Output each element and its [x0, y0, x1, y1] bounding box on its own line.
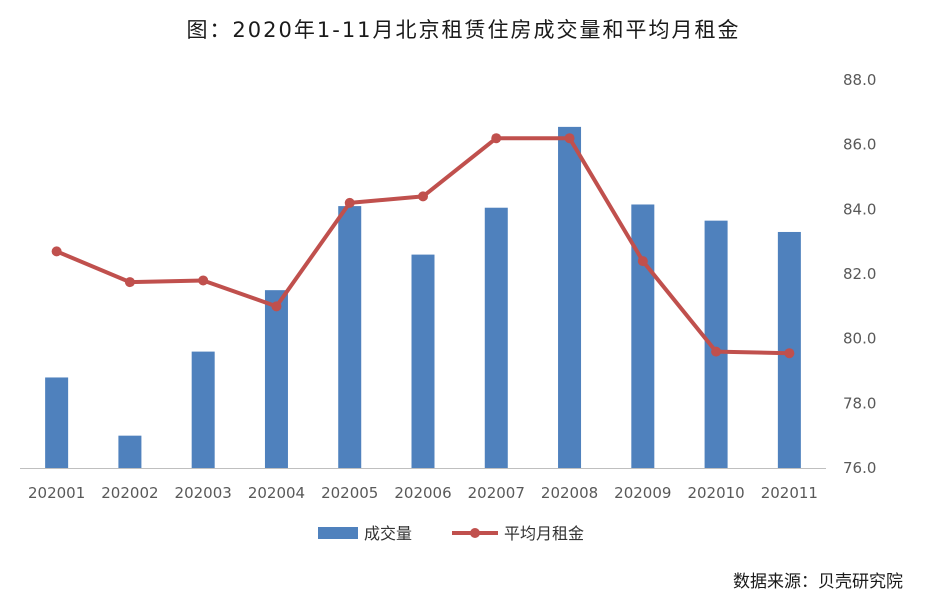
- x-tick-label: 202004: [248, 484, 305, 502]
- rent-point-202010: [711, 346, 722, 357]
- y-tick-label: 86.0: [843, 136, 876, 154]
- y-tick-label: 78.0: [843, 394, 876, 412]
- rent-point-202011: [784, 348, 795, 359]
- rent-point-202005: [344, 197, 355, 208]
- rent-point-202001: [51, 246, 62, 257]
- x-tick-label: 202003: [175, 484, 232, 502]
- x-tick-label: 202002: [101, 484, 158, 502]
- bar-202005: [338, 206, 362, 468]
- rent-point-202007: [491, 133, 502, 144]
- x-tick-label: 202008: [541, 484, 598, 502]
- source-note: 数据来源：贝壳研究院: [733, 572, 903, 592]
- chart-title: 图：2020年1-11月北京租赁住房成交量和平均月租金: [186, 18, 741, 42]
- bar-202008: [558, 126, 582, 468]
- legend-line-label: 平均月租金: [504, 524, 584, 543]
- x-tick-label: 202001: [28, 484, 85, 502]
- legend-bar-label: 成交量: [364, 524, 412, 543]
- legend-bar-swatch: [318, 527, 358, 539]
- bar-202006: [411, 254, 435, 468]
- rent-point-202006: [418, 191, 428, 202]
- x-tick-label: 202009: [614, 484, 671, 502]
- y-tick-label: 82.0: [843, 265, 876, 283]
- legend-line-marker: [470, 528, 480, 538]
- x-tick-label: 202010: [687, 484, 744, 502]
- bar-202007: [484, 207, 508, 468]
- rent-point-202008: [564, 133, 575, 144]
- bar-202001: [45, 377, 69, 468]
- x-tick-label: 202006: [394, 484, 451, 502]
- y-tick-label: 88.0: [843, 71, 876, 89]
- y-tick-label: 80.0: [843, 330, 876, 348]
- rent-point-202003: [198, 275, 209, 286]
- x-tick-label: 202011: [761, 484, 818, 502]
- bar-202002: [118, 435, 142, 468]
- rent-point-202004: [271, 301, 282, 312]
- y-tick-label: 84.0: [843, 200, 876, 218]
- rent-point-202009: [637, 256, 648, 267]
- bar-202004: [264, 290, 288, 468]
- y-tick-label: 76.0: [843, 459, 876, 477]
- bar-202003: [191, 351, 215, 468]
- rent-point-202002: [124, 277, 135, 288]
- x-tick-label: 202005: [321, 484, 378, 502]
- bar-202010: [704, 220, 728, 468]
- x-tick-label: 202007: [468, 484, 525, 502]
